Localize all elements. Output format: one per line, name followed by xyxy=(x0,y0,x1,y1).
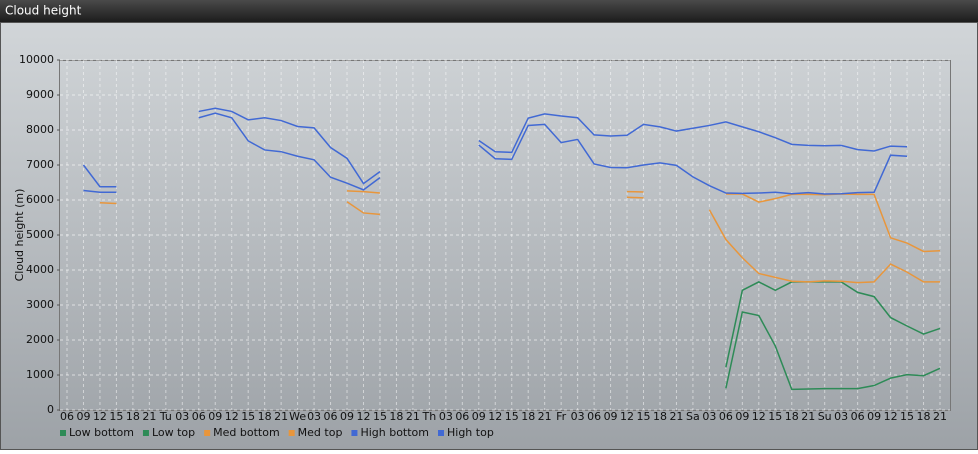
y-tick-label: 1000 xyxy=(26,368,54,381)
series-line xyxy=(99,196,940,284)
x-tick-label: 15 xyxy=(637,410,651,423)
x-tick-label: 15 xyxy=(109,410,123,423)
x-tick-label: 12 xyxy=(356,410,370,423)
x-tick-label: 21 xyxy=(274,410,288,423)
legend-label: Low top xyxy=(152,426,195,439)
x-tick-label: Th xyxy=(422,410,437,423)
x-tick-label: 06 xyxy=(851,410,865,423)
x-tick-label: Tu xyxy=(159,410,172,423)
x-tick-label: 03 xyxy=(571,410,585,423)
y-tick-label: 6000 xyxy=(26,193,54,206)
x-tick-label: 12 xyxy=(93,410,107,423)
x-tick-label: 18 xyxy=(785,410,799,423)
x-tick-label: 09 xyxy=(604,410,618,423)
y-tick-label: 5000 xyxy=(26,228,54,241)
y-tick-label: 8000 xyxy=(26,123,54,136)
legend-label: High top xyxy=(447,426,494,439)
legend-label: High bottom xyxy=(360,426,429,439)
x-tick-label: 21 xyxy=(669,410,683,423)
x-tick-label: 09 xyxy=(735,410,749,423)
x-tick-label: 12 xyxy=(225,410,239,423)
x-tick-label: 09 xyxy=(208,410,222,423)
x-tick-label: 18 xyxy=(653,410,667,423)
x-tick-label: 06 xyxy=(60,410,74,423)
y-axis-label: Cloud height (m) xyxy=(13,189,26,282)
x-tick-label: 03 xyxy=(702,410,716,423)
series-line xyxy=(725,281,941,368)
y-tick-label: 4000 xyxy=(26,263,54,276)
x-tick-label: 15 xyxy=(373,410,387,423)
title-bar xyxy=(0,0,978,22)
legend-label: Med top xyxy=(298,426,343,439)
series-line xyxy=(725,311,941,391)
y-tick-label: 9000 xyxy=(26,88,54,101)
x-tick-label: 03 xyxy=(175,410,189,423)
legend-swatch xyxy=(351,430,358,436)
legend-swatch xyxy=(142,430,149,436)
x-tick-label: 18 xyxy=(521,410,535,423)
x-tick-label: 18 xyxy=(917,410,931,423)
x-tick-label: 15 xyxy=(505,410,519,423)
legend-swatch xyxy=(288,430,295,436)
x-tick-label: 06 xyxy=(455,410,469,423)
x-tick-label: We xyxy=(289,410,306,423)
x-tick-label: 06 xyxy=(719,410,733,423)
legend-label: Med bottom xyxy=(213,426,280,439)
x-tick-label: 15 xyxy=(241,410,255,423)
x-tick-label: 18 xyxy=(126,410,140,423)
x-tick-label: 09 xyxy=(340,410,354,423)
x-tick-label: Fr xyxy=(556,410,567,423)
x-tick-label: 12 xyxy=(752,410,766,423)
y-tick-label: 3000 xyxy=(26,298,54,311)
window-title: Cloud height xyxy=(5,4,82,18)
legend-label: Low bottom xyxy=(69,426,134,439)
x-tick-label: Sa xyxy=(686,410,700,423)
x-tick-label: 09 xyxy=(472,410,486,423)
x-tick-label: 18 xyxy=(389,410,403,423)
x-tick-label: 15 xyxy=(900,410,914,423)
series-line xyxy=(82,107,908,188)
x-tick-label: 21 xyxy=(538,410,552,423)
legend-swatch xyxy=(438,430,444,436)
x-tick-label: 18 xyxy=(258,410,272,423)
x-tick-label: 03 xyxy=(439,410,453,423)
x-tick-label: 15 xyxy=(768,410,782,423)
x-tick-label: Su xyxy=(818,410,832,423)
x-tick-label: 21 xyxy=(406,410,420,423)
x-tick-label: 21 xyxy=(933,410,947,423)
x-tick-label: 12 xyxy=(620,410,634,423)
y-tick-label: 10000 xyxy=(19,53,54,66)
x-tick-label: 12 xyxy=(884,410,898,423)
x-tick-label: 06 xyxy=(587,410,601,423)
x-tick-label: 21 xyxy=(801,410,815,423)
x-tick-label: 09 xyxy=(76,410,90,423)
x-tick-label: 06 xyxy=(192,410,206,423)
x-tick-label: 03 xyxy=(834,410,848,423)
x-tick-label: 21 xyxy=(142,410,156,423)
x-tick-label: 09 xyxy=(867,410,881,423)
y-tick-label: 7000 xyxy=(26,158,54,171)
y-tick-label: 2000 xyxy=(26,333,54,346)
x-tick-label: 12 xyxy=(488,410,502,423)
y-tick-label: 0 xyxy=(47,403,54,416)
legend-swatch xyxy=(204,430,211,436)
x-tick-label: 03 xyxy=(307,410,321,423)
legend-swatch xyxy=(60,430,66,436)
x-tick-label: 06 xyxy=(324,410,338,423)
series-line xyxy=(83,112,908,195)
